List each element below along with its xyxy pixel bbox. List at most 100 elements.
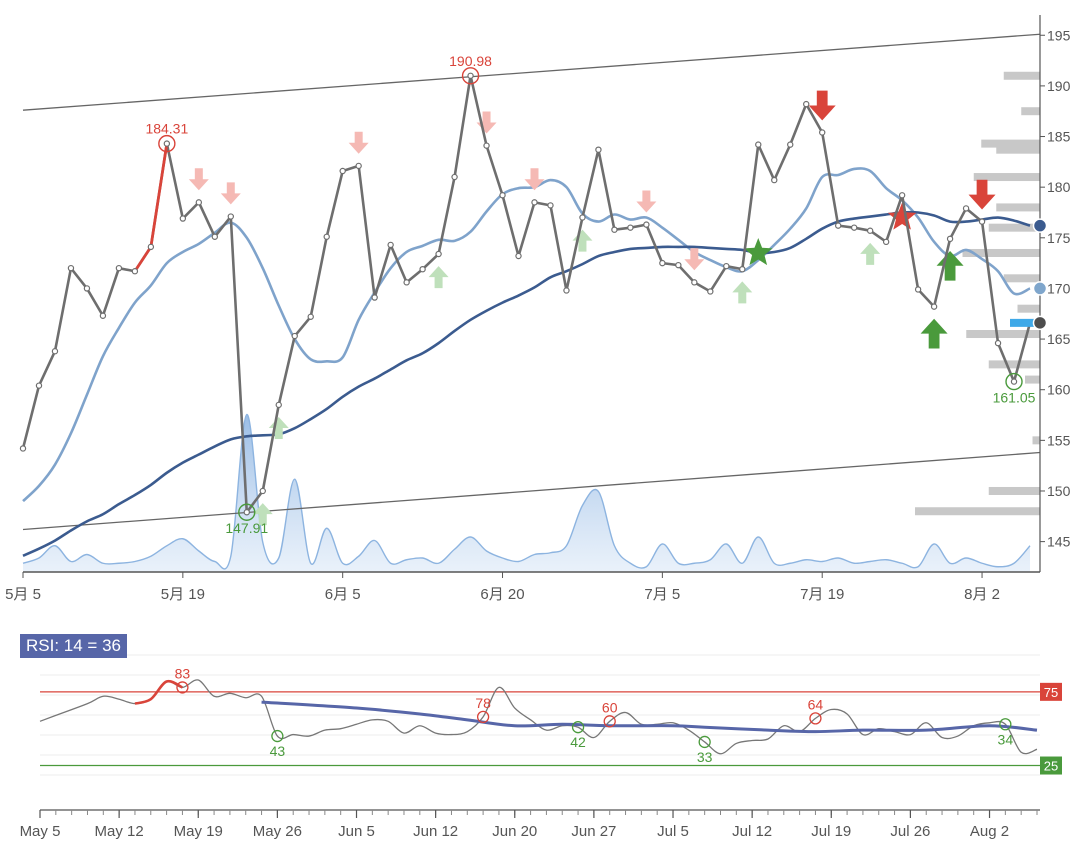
extreme-label: 184.31 [145,121,188,137]
price-point [163,140,171,147]
fast-ma-line [22,167,1031,503]
y-tick-label: 190 [1047,78,1071,94]
rsi-upper-label: 75 [1044,685,1058,700]
volume-profile-bar [988,486,1040,495]
y-tick-label: 155 [1047,432,1071,448]
price-point [755,141,762,148]
price-point [275,401,282,409]
price-point [739,265,746,273]
volume-profile-bar [988,360,1040,369]
x-tick-label: 7月 19 [800,586,844,603]
upper-channel-line [22,33,1041,111]
price-point [467,72,474,79]
price-highlight-segment [133,143,169,272]
volume-profile-bar [962,248,1040,257]
price-point [723,262,730,270]
price-line [21,74,1032,514]
rsi-x-tick-label: Jul 12 [732,823,772,840]
price-point [595,146,602,153]
lower-channel-line [22,451,1041,531]
rsi-extreme-marker [809,712,822,725]
extreme-marker [461,67,480,85]
rsi-extreme-marker [176,681,189,694]
price-point [355,162,362,170]
signal-markers [188,90,996,526]
buy-signal-arrow [428,266,449,289]
price-point [659,259,666,267]
volume-profile-bar [996,203,1040,212]
price-point [499,192,506,199]
price-point [339,167,346,175]
sell-signal-arrow [188,168,209,191]
rsi-x-tick-label: Jun 27 [571,823,616,840]
rsi-ma-line [261,700,1038,734]
volume-profile-bar [1003,274,1040,283]
price-point [83,285,91,292]
volume-profile-bar [915,507,1040,516]
extreme-marker [158,134,176,153]
y-tick-label: 145 [1047,534,1071,550]
sell-signal-arrow [808,90,836,121]
volume-profile [915,71,1040,516]
rsi-lower-badge [1040,756,1062,775]
price-point [898,192,906,199]
rsi-extreme-label: 83 [175,665,191,681]
price-point [819,129,826,136]
last-value-marker [1032,281,1048,296]
last-price-flag [1010,318,1040,327]
price-point [882,238,890,246]
price-point [850,224,858,231]
price-point [323,233,330,240]
rsi-extreme-label: 60 [602,699,618,715]
y-tick-label: 185 [1047,129,1071,145]
price-point [307,313,314,320]
price-point [35,382,43,389]
price-point [243,509,250,516]
x-tick-label: 7月 5 [644,586,680,603]
rsi-highlight-segment [134,679,184,705]
buy-signal-arrow [268,417,289,440]
rsi-extreme-label: 78 [475,695,491,711]
price-point [387,241,394,249]
volume-profile-bar [1032,436,1040,445]
sell-signal-arrow [348,131,369,154]
rsi-extreme-marker [999,718,1012,731]
extreme-marker [238,503,256,521]
axes: 145 150 155 160 165 170 175 180 185 190 195 5月 5 5月 … [5,15,1071,603]
price-point [914,286,922,293]
slow-ma-line [22,210,1031,557]
price-annotations: 184.31 190.98 147.91 161.05 [145,53,1035,536]
rsi-line [39,679,1038,755]
price-point [483,142,490,149]
price-point [371,294,378,301]
buy-signal-arrow [252,503,273,526]
price-point [19,445,27,452]
volume-profile-bar [996,145,1040,154]
price-point [771,176,778,184]
price-series [19,72,1034,516]
x-tick-label: 5月 5 [5,586,41,603]
volume-profile-bar [1017,304,1040,313]
volume-profile-bar [966,330,1040,339]
trend-channel [22,33,1041,531]
volume-profile-bar [1025,375,1040,384]
extreme-label: 161.05 [993,390,1036,406]
y-tick-label: 165 [1047,331,1071,347]
rsi-extreme-label: 43 [270,743,286,759]
x-tick-label: 8月 2 [964,586,1000,603]
price-point [131,268,139,275]
price-point [994,339,1002,347]
signal-star [887,202,917,230]
rsi-x-tick-label: Aug 2 [970,823,1009,840]
price-point [962,205,970,212]
volume-profile-bar [1021,107,1040,116]
price-point [627,224,634,231]
y-tick-label: 175 [1047,230,1071,246]
sell-signal-arrow [220,182,241,205]
rsi-x-tick-label: Jul 26 [890,823,930,840]
price-point [67,264,75,272]
rsi-x-tick-label: Jun 5 [338,823,375,840]
price-point [930,303,938,310]
price-point [147,243,155,251]
